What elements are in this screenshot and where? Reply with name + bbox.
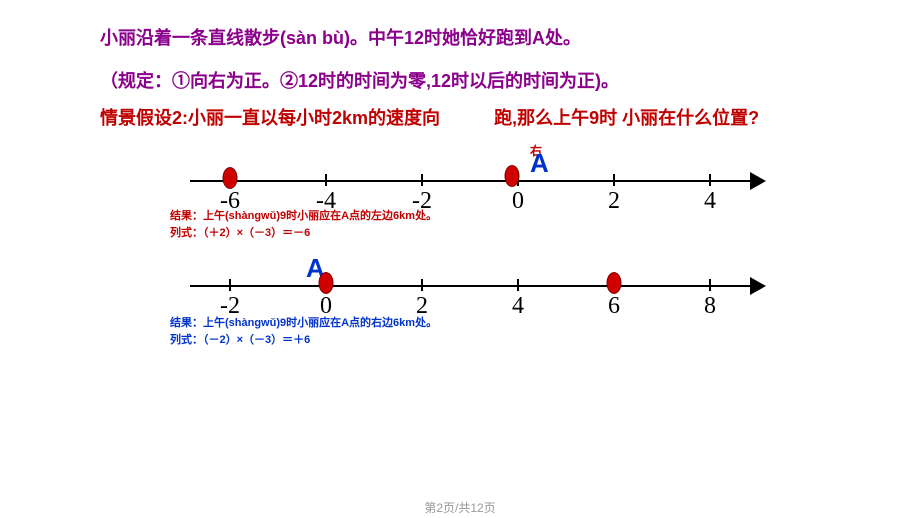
tick-label: -2 (412, 188, 432, 215)
axis-2 (190, 285, 750, 287)
problem-line-1: 小丽沿着一条直线散步(sàn bù)。中午12时她恰好跑到A处。 (100, 24, 820, 53)
tick-label: 0 (320, 293, 332, 320)
arrow-2 (750, 277, 766, 295)
result-1: 结果：上午(shàngwǔ)9时小丽应在A点的左边6km处。 列式：（＋2）×（… (170, 208, 920, 241)
number-line-2: -202468 (190, 259, 920, 313)
result2-line2: 列式：（－2）×（－3）＝＋6 (170, 332, 920, 349)
marker-dot (607, 272, 622, 294)
tick (421, 279, 423, 291)
result-2: 结果：上午(shàngwǔ)9时小丽应在A点的右边6km处。 列式：（－2）×（… (170, 315, 920, 348)
result2-line1: 结果：上午(shàngwǔ)9时小丽应在A点的右边6km处。 (170, 315, 920, 332)
tick-label: -4 (316, 188, 336, 215)
tick (709, 174, 711, 186)
problem-line-2: （规定：①向右为正。②12时的时间为零,12时以后的时间为正)。 (100, 67, 820, 96)
number-line-1: -6-4-2024 (190, 154, 920, 208)
tick (517, 279, 519, 291)
axis-1 (190, 180, 750, 182)
tick (709, 279, 711, 291)
tick-label: 8 (704, 293, 716, 320)
marker-dot (319, 272, 334, 294)
tick-label: 2 (416, 293, 428, 320)
tick-label: -2 (220, 293, 240, 320)
marker-dot (505, 165, 520, 187)
tick (613, 174, 615, 186)
problem-line-3: 情景假设2:小丽一直以每小时2km的速度向 跑,那么上午9时 小丽在什么位置? (100, 104, 820, 133)
tick-label: 0 (512, 188, 524, 215)
tick-label: 4 (512, 293, 524, 320)
problem-text: 小丽沿着一条直线散步(sàn bù)。中午12时她恰好跑到A处。 （规定：①向右… (0, 0, 920, 132)
line3-suffix: 跑,那么上午9时 小丽在什么位置? (494, 108, 759, 128)
tick (421, 174, 423, 186)
marker-dot (223, 167, 238, 189)
tick-label: 2 (608, 188, 620, 215)
tick (229, 279, 231, 291)
line3-prefix: 情景假设2:小丽一直以每小时2km的速度向 (100, 108, 440, 128)
result1-line1: 结果：上午(shàngwǔ)9时小丽应在A点的左边6km处。 (170, 208, 920, 225)
tick-label: 4 (704, 188, 716, 215)
arrow-1 (750, 172, 766, 190)
tick-label: 6 (608, 293, 620, 320)
result1-line2: 列式：（＋2）×（－3）＝－6 (170, 225, 920, 242)
page-footer: 第2页/共12页 (0, 499, 920, 516)
tick-label: -6 (220, 188, 240, 215)
tick (325, 174, 327, 186)
